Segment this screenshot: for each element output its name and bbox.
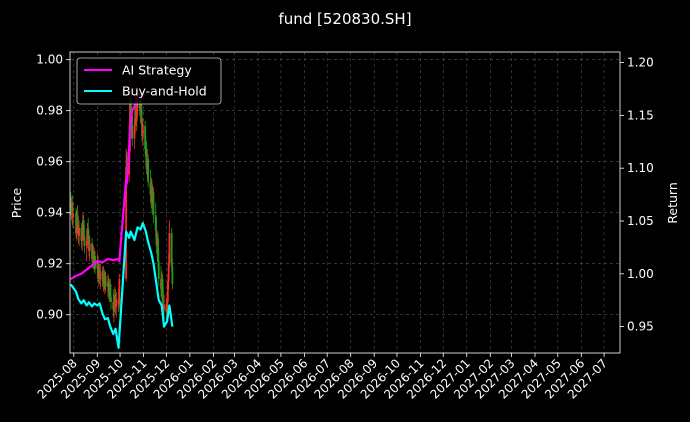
candle-body	[157, 261, 160, 280]
candle-body	[109, 284, 112, 297]
legend: AI Strategy Buy-and-Hold	[76, 57, 222, 105]
candle-body	[99, 271, 102, 280]
series-line-ai-strategy	[70, 93, 146, 281]
candle-body	[110, 296, 112, 302]
candle-body	[135, 108, 138, 121]
candle-body	[78, 228, 81, 236]
candle-body	[71, 202, 74, 218]
candle-body	[88, 243, 91, 251]
candle	[72, 202, 74, 229]
candle	[171, 258, 174, 290]
candle	[104, 271, 107, 292]
plot-frame	[69, 51, 621, 354]
candle	[152, 187, 155, 223]
candle-body	[168, 233, 171, 264]
candle	[115, 291, 118, 318]
y-tick-label-right: 0.95	[627, 320, 654, 334]
candle-body	[144, 125, 147, 149]
legend-label-buy-and-hold: Buy-and-Hold	[122, 84, 207, 99]
y-tick-label-right: 1.00	[627, 267, 654, 281]
y-tick-label-left: 0.96	[36, 155, 63, 169]
candle	[157, 248, 160, 287]
candle	[118, 273, 121, 310]
candle	[170, 228, 173, 272]
y-tick-label-right: 1.10	[627, 161, 654, 175]
candle-body	[157, 238, 159, 262]
candle-body	[87, 228, 90, 239]
candle	[71, 194, 74, 226]
legend-label-ai-strategy: AI Strategy	[122, 63, 192, 78]
y-tick-label-left: 0.98	[36, 104, 63, 118]
candle-body	[166, 301, 169, 313]
candle	[88, 235, 91, 262]
y-tick-label-right: 1.05	[627, 214, 654, 228]
y-tick-label-right: 1.15	[627, 108, 654, 122]
candle	[144, 120, 147, 155]
y-tick-label-left: 0.90	[36, 308, 63, 322]
candle-body	[152, 192, 155, 216]
candle	[141, 118, 144, 147]
candle-body	[118, 279, 121, 305]
candle	[83, 225, 86, 254]
candle-body	[161, 279, 164, 302]
candle-body	[82, 220, 85, 236]
candle-body	[76, 217, 79, 226]
series-lines	[69, 93, 174, 349]
candle	[168, 220, 171, 272]
y-axis-label-left: Price	[9, 187, 24, 218]
y-tick-label-right: 1.20	[627, 56, 654, 70]
candle-body	[166, 281, 169, 302]
candle-body	[171, 266, 174, 285]
y-tick-label-left: 0.92	[36, 257, 63, 271]
candle	[99, 263, 102, 290]
candle-body	[167, 263, 170, 282]
candle	[110, 284, 112, 310]
candle-body	[113, 301, 115, 310]
candle-body	[81, 233, 84, 241]
candle-body	[141, 125, 144, 137]
candle-body	[163, 304, 165, 310]
candle-body	[133, 125, 136, 139]
candle-body	[140, 103, 143, 119]
series-line-buy-and-hold	[69, 221, 174, 349]
candle-body	[170, 233, 173, 267]
candle-body	[72, 212, 74, 218]
candle-body	[85, 240, 88, 246]
candle-body	[83, 235, 86, 246]
candle	[78, 220, 81, 246]
candle-body	[125, 166, 128, 280]
candle-body	[131, 115, 134, 139]
candle-body	[104, 276, 107, 287]
y-tick-label-left: 1.00	[36, 53, 63, 67]
candles	[69, 80, 174, 323]
candle-body	[154, 215, 157, 231]
candle-body	[115, 299, 118, 308]
legend-box	[76, 57, 222, 105]
candle-body	[129, 97, 132, 124]
candle	[147, 154, 150, 188]
y-tick-label-left: 0.94	[36, 206, 63, 220]
y-axis-label-right: Return	[665, 182, 680, 223]
candle-body	[144, 148, 147, 157]
candle-body	[147, 159, 150, 183]
chart-title: fund [520830.SH]	[278, 10, 411, 28]
